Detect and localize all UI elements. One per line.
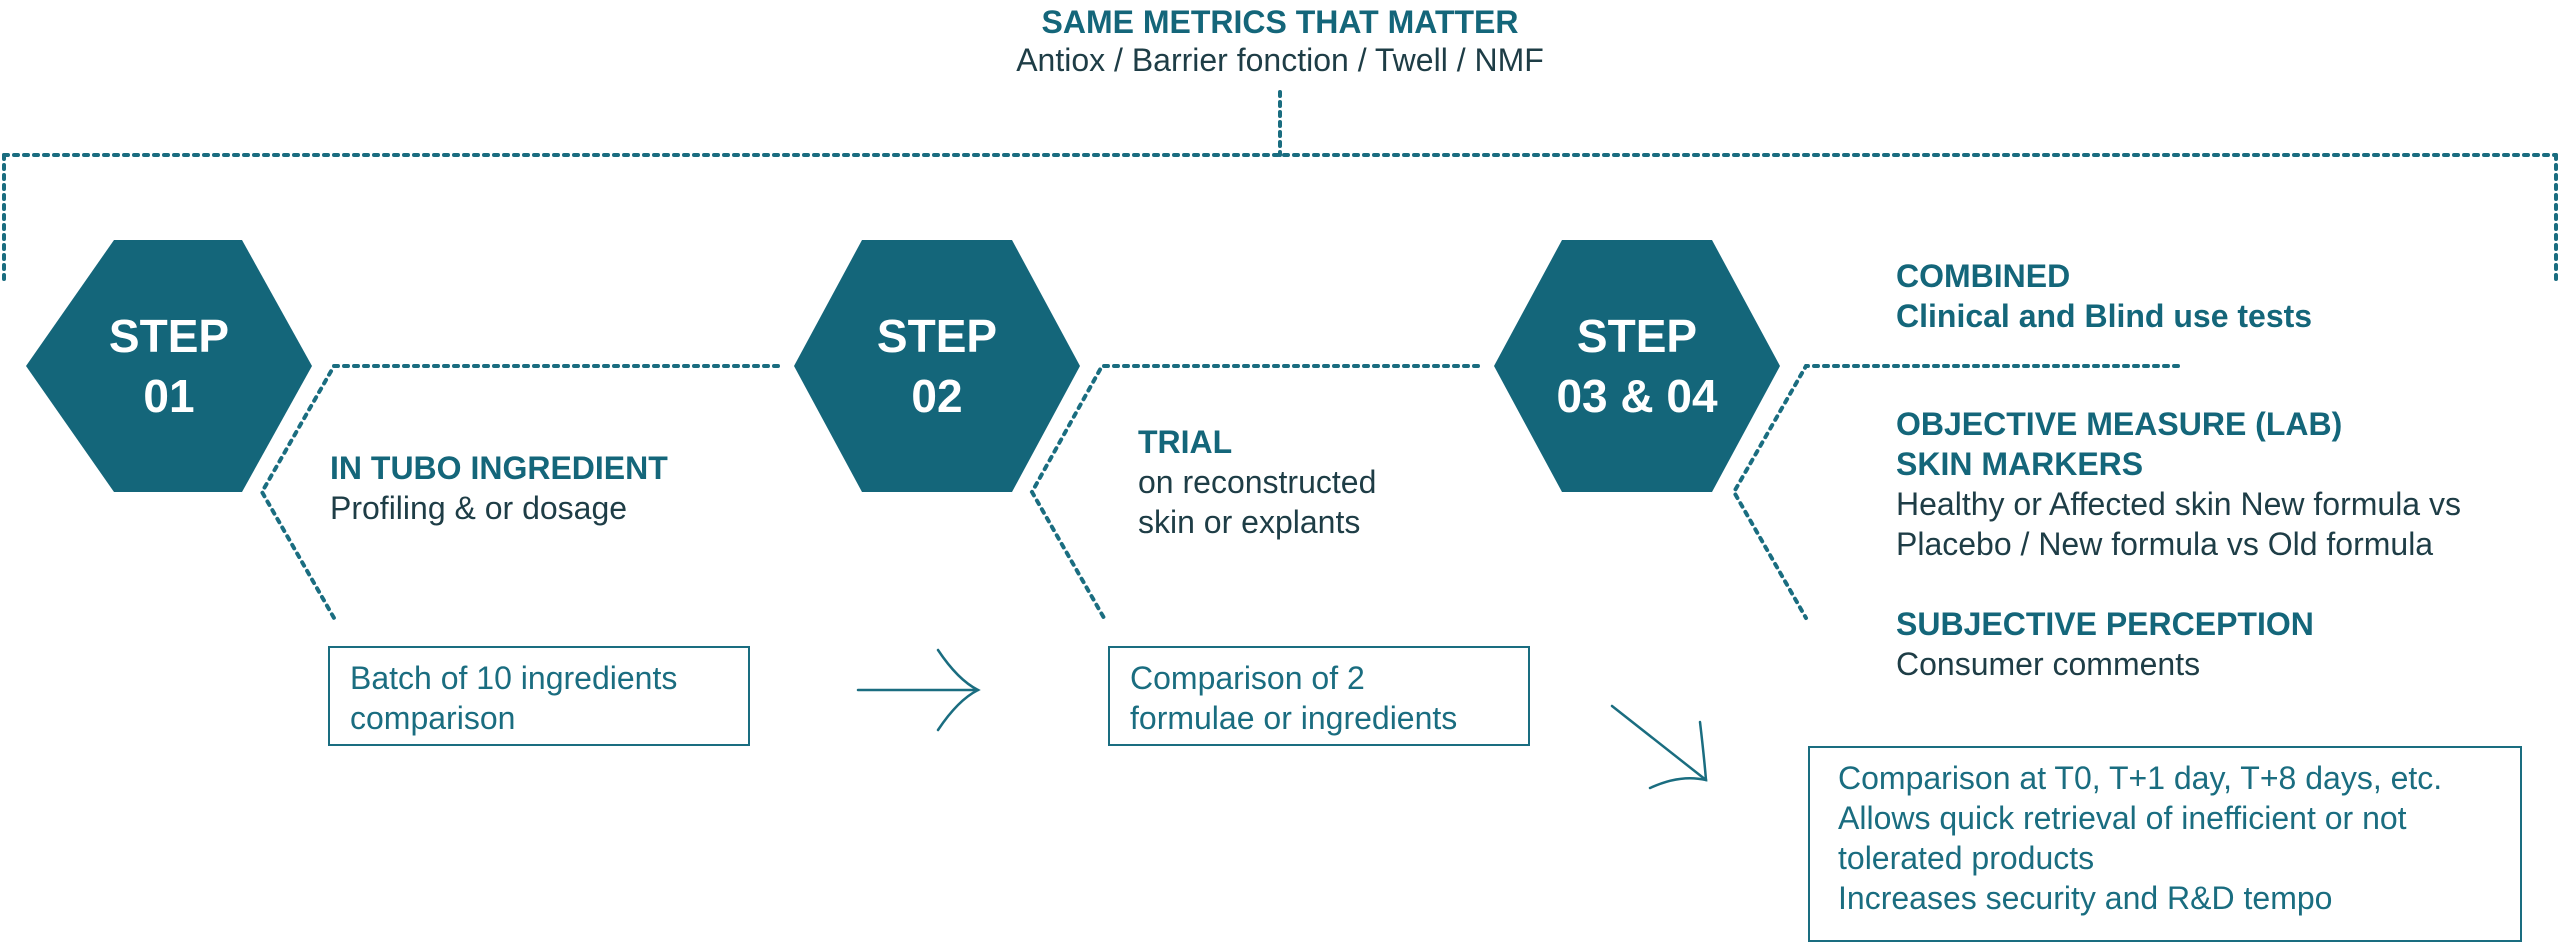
step-01-hexagon (26, 240, 312, 492)
step-01-label: STEP 01 (26, 306, 312, 426)
step-03-box-line2: Allows quick retrieval of inefficient or… (1838, 800, 2407, 836)
step-01-box: Batch of 10 ingredients comparison (328, 646, 750, 746)
step-03-hexagon (1494, 240, 1780, 492)
step-01-box-line1: Batch of 10 ingredients (350, 660, 678, 696)
step-02-box-line2: formulae or ingredients (1130, 700, 1458, 736)
step-02-box: Comparison of 2 formulae or ingredients (1108, 646, 1530, 746)
arrow-right-icon (856, 648, 981, 732)
step-03-connector (1731, 364, 2180, 620)
step-01-connector (259, 364, 780, 620)
step-02-hexagon (794, 240, 1080, 492)
step-01-label-line2: 01 (143, 370, 195, 422)
step-02-label: STEP 02 (794, 306, 1080, 426)
top-bracket (2, 90, 2558, 287)
objective-heading-line2: SKIN MARKERS (1896, 446, 2144, 482)
header-title: SAME METRICS THAT MATTER (1041, 4, 1519, 40)
step-03-label-line1: STEP (1576, 310, 1698, 362)
subjective-heading: SUBJECTIVE PERCEPTION (1896, 606, 2314, 642)
step-02-box-line1: Comparison of 2 (1130, 660, 1365, 696)
subjective-text: Consumer comments (1896, 646, 2201, 682)
step-03-box: Comparison at T0, T+1 day, T+8 days, etc… (1808, 746, 2522, 942)
combined-heading-line1: COMBINED (1896, 258, 2071, 294)
objective-text-line2: Placebo / New formula vs Old formula (1896, 526, 2434, 562)
step-03-label: STEP 03 & 04 (1494, 306, 1780, 426)
step-03-box-line4: Increases security and R&D tempo (1838, 880, 2333, 916)
step-03-box-line1: Comparison at T0, T+1 day, T+8 days, etc… (1838, 760, 2443, 796)
step-01-description: Profiling & or dosage (330, 490, 628, 526)
header-subtitle: Antiox / Barrier fonction / Twell / NMF (1016, 42, 1544, 78)
step-03-label-line2: 03 & 04 (1556, 370, 1718, 422)
step-01-box-line2: comparison (350, 700, 516, 736)
step-02-label-line2: 02 (911, 370, 963, 422)
combined-heading-line2: Clinical and Blind use tests (1896, 298, 2313, 334)
step-03-box-line3: tolerated products (1838, 840, 2095, 876)
step-02-description-line1: on reconstructed (1138, 464, 1377, 500)
objective-heading-line1: OBJECTIVE MEASURE (LAB) (1896, 406, 2343, 442)
step-02-description-line2: skin or explants (1138, 504, 1361, 540)
step-02-connector (1029, 364, 1480, 620)
step-02-heading: TRIAL (1138, 424, 1233, 460)
step-01-label-line1: STEP (108, 310, 230, 362)
step-02-label-line1: STEP (876, 310, 998, 362)
objective-text-line1: Healthy or Affected skin New formula vs (1896, 486, 2461, 522)
arrow-down-right-icon (1610, 704, 1708, 790)
step-01-heading: IN TUBO INGREDIENT (330, 450, 668, 486)
